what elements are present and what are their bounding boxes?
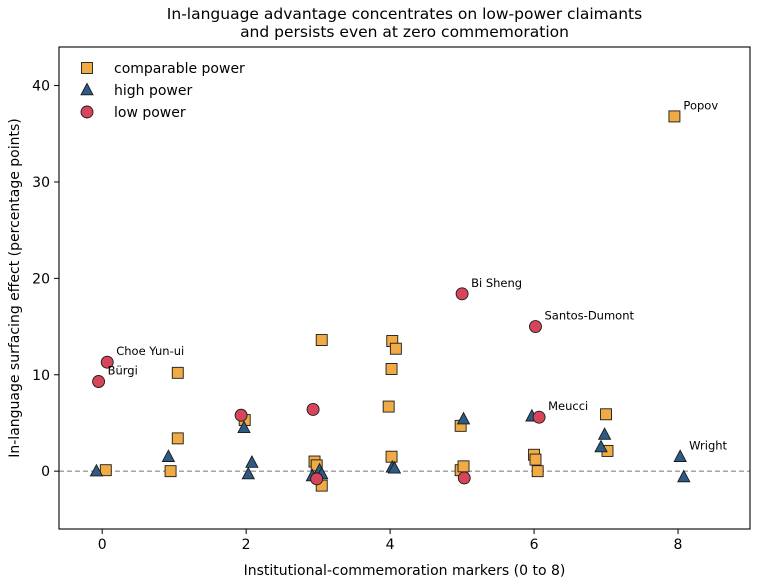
plot-area: Popov Wright Bürgi Choe Yun-ui Bi Sheng Santo…	[59, 98, 750, 492]
y-tick-label: 10	[32, 368, 50, 384]
chart-title: In-language advantage concentrates on lo…	[167, 5, 642, 41]
axes: 0 2 4 6 8 0 10 20 30 40 Institutional-commemoratio…	[7, 46, 751, 579]
data-point	[171, 432, 184, 445]
data-point	[385, 363, 398, 375]
data-point	[677, 469, 691, 483]
data-point	[99, 464, 112, 477]
legend-label: low power	[114, 105, 186, 121]
legend: comparable power high power low power	[80, 61, 245, 121]
data-point	[600, 408, 612, 421]
data-point	[161, 449, 176, 462]
data-point	[594, 439, 608, 453]
legend-marker	[80, 82, 94, 96]
y-tick-label: 0	[41, 464, 50, 480]
legend-label: comparable power	[114, 61, 245, 77]
x-tick-label: 0	[98, 537, 107, 553]
legend-label: high power	[114, 83, 192, 99]
chart-title-line: In-language advantage concentrates on lo…	[167, 5, 642, 23]
data-point	[89, 463, 104, 477]
data-point	[237, 420, 251, 434]
data-point	[531, 465, 544, 478]
data-point	[387, 460, 402, 474]
data-point	[529, 320, 542, 334]
data-point	[234, 408, 248, 422]
point-label: Popov	[683, 98, 718, 112]
x-tick-label: 6	[530, 537, 539, 553]
legend-marker	[81, 62, 93, 74]
y-axis-label: In-language surfacing effect (percentage…	[7, 118, 23, 458]
series-low-power	[92, 287, 546, 486]
data-point	[529, 453, 542, 466]
series-comparable-power	[99, 110, 681, 492]
x-axis-label: Institutional-commemoration markers (0 t…	[244, 563, 566, 579]
point-label: Santos-Dumont	[545, 309, 635, 323]
y-tick-label: 20	[32, 271, 50, 287]
data-point	[457, 471, 471, 485]
data-point	[241, 466, 256, 480]
data-point	[100, 355, 114, 369]
y-tick-label: 30	[32, 175, 50, 191]
data-point	[457, 460, 470, 473]
data-point	[245, 455, 259, 468]
data-point	[455, 287, 469, 301]
point-label: Choe Yun-ui	[116, 344, 184, 358]
data-point	[389, 342, 402, 355]
data-point	[673, 449, 687, 462]
point-label: Wright	[689, 439, 727, 453]
data-point	[532, 410, 546, 424]
plot-frame	[58, 46, 751, 530]
x-tick-label: 2	[242, 537, 251, 553]
x-tick-label: 8	[674, 537, 683, 553]
legend-marker	[80, 105, 94, 119]
point-label: Bürgi	[108, 364, 138, 378]
y-tick-label: 40	[32, 79, 50, 95]
data-point	[597, 427, 612, 440]
data-point	[92, 375, 106, 388]
data-point	[164, 465, 177, 478]
point-label: Meucci	[548, 399, 588, 413]
chart-title-line: and persists even at zero commemoration	[240, 23, 569, 41]
x-tick-label: 4	[386, 537, 395, 553]
data-point	[456, 411, 471, 425]
data-point	[306, 403, 320, 416]
data-point	[315, 334, 328, 347]
data-point	[171, 366, 184, 379]
data-point	[310, 472, 324, 486]
point-label: Bi Sheng	[471, 276, 522, 290]
data-point	[668, 110, 681, 123]
data-point	[382, 400, 395, 413]
data-point	[385, 450, 398, 463]
